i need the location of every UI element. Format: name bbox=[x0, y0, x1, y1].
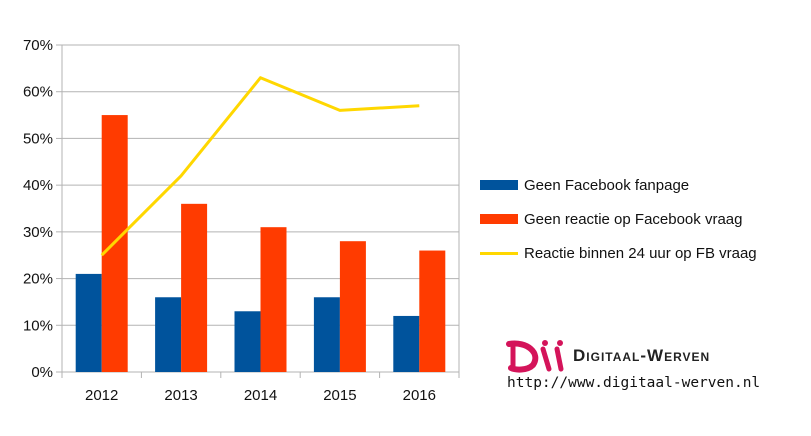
legend-item: Reactie binnen 24 uur op FB vraag bbox=[480, 236, 757, 270]
legend-label: Geen reactie op Facebook vraag bbox=[524, 210, 743, 228]
legend-label: Geen Facebook fanpage bbox=[524, 176, 690, 194]
x-tick-label: 2015 bbox=[323, 387, 356, 404]
bar bbox=[313, 297, 340, 372]
y-axis: 0% 10% 20% 30% 40% 50% 60% 70% bbox=[23, 37, 460, 381]
legend-item: Geen Facebook fanpage bbox=[480, 168, 757, 202]
legend-swatch-1 bbox=[480, 180, 518, 190]
y-tick-label: 40% bbox=[23, 177, 53, 194]
legend-label: Reactie binnen 24 uur op FB vraag bbox=[524, 244, 757, 262]
bar bbox=[339, 241, 366, 372]
bar bbox=[75, 273, 102, 372]
bar bbox=[181, 203, 208, 372]
website-url[interactable]: http://www.digitaal-werven.nl bbox=[507, 375, 761, 391]
bars bbox=[75, 115, 446, 373]
legend-item: Geen reactie op Facebook vraag bbox=[480, 202, 757, 236]
logo-mark-icon bbox=[506, 340, 564, 373]
x-axis: 2012 2013 2014 2015 2016 bbox=[61, 372, 460, 404]
legend-swatch-2 bbox=[480, 214, 518, 224]
logo-text: Digitaal-Werven bbox=[573, 346, 711, 365]
bar bbox=[393, 315, 420, 372]
x-tick-label: 2016 bbox=[403, 387, 436, 404]
line-series bbox=[100, 76, 420, 257]
bar bbox=[155, 297, 182, 372]
brand-logo: Digitaal-Werven bbox=[505, 339, 710, 373]
legend: Geen Facebook fanpage Geen reactie op Fa… bbox=[480, 168, 757, 270]
y-tick-label: 70% bbox=[23, 37, 53, 54]
y-tick-label: 10% bbox=[23, 317, 53, 334]
x-tick-label: 2013 bbox=[164, 387, 197, 404]
bar bbox=[234, 311, 261, 372]
y-tick-label: 50% bbox=[23, 130, 53, 147]
y-tick-label: 20% bbox=[23, 271, 53, 288]
y-tick-label: 0% bbox=[31, 364, 53, 381]
bar bbox=[419, 250, 446, 372]
legend-swatch-3 bbox=[480, 251, 518, 255]
x-tick-label: 2014 bbox=[244, 387, 277, 404]
bar bbox=[260, 227, 287, 372]
x-tick-label: 2012 bbox=[85, 387, 118, 404]
y-tick-label: 30% bbox=[23, 224, 53, 241]
y-tick-label: 60% bbox=[23, 84, 53, 101]
